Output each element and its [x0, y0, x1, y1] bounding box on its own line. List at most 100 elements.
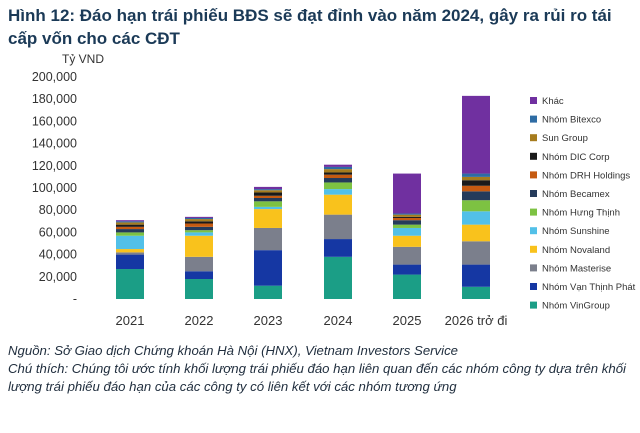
- x-tick-label: 2026 trở đi: [445, 313, 508, 328]
- stacked-bar-chart: Tỷ VND - 20,000 40,000 60,000 80,000 100,000 12…: [32, 52, 636, 328]
- bar-segment: [462, 95, 490, 174]
- bar-segment: [254, 192, 282, 196]
- note-text: Chú thích: Chúng tôi ước tính khối lượng…: [8, 361, 626, 394]
- bar-segment: [116, 222, 144, 225]
- bar-segment: [393, 235, 421, 247]
- bar-segment: [254, 209, 282, 228]
- bar-segment: [393, 216, 421, 218]
- bar-segment: [254, 195, 282, 198]
- y-tick-label: 200,000: [32, 70, 77, 84]
- bar-segment: [393, 213, 421, 215]
- y-tick-label: 100,000: [32, 181, 77, 195]
- bar-segment: [462, 191, 490, 201]
- y-tick-label: 160,000: [32, 114, 77, 128]
- legend-label: Khác: [542, 96, 564, 107]
- y-tick-label: -: [73, 292, 77, 306]
- bar-segment: [116, 269, 144, 299]
- y-tick-label: 180,000: [32, 92, 77, 106]
- bar-segment: [462, 176, 490, 181]
- bar-segment: [254, 206, 282, 210]
- bar-segment: [462, 211, 490, 225]
- figure-notes: Nguồn: Sở Giao dịch Chứng khoán Hà Nội (…: [8, 342, 633, 396]
- bar-segment: [324, 164, 352, 167]
- bar-segment: [393, 217, 421, 221]
- bar-segment: [185, 256, 213, 272]
- bar-segment: [116, 229, 144, 233]
- legend-swatch: [530, 134, 537, 142]
- legend-swatch: [530, 264, 537, 272]
- bar-segment: [324, 189, 352, 195]
- bar-segment: [116, 226, 144, 230]
- x-tick-label: 2023: [254, 313, 283, 328]
- bar-segment: [324, 239, 352, 257]
- bar-segment: [324, 182, 352, 190]
- legend-swatch: [530, 208, 537, 216]
- bar-segment: [462, 173, 490, 177]
- bar-segment: [324, 174, 352, 179]
- legend-label: Nhóm Masterise: [542, 263, 611, 274]
- bar-segment: [254, 190, 282, 193]
- bar-segment: [116, 221, 144, 223]
- bar-segment: [185, 230, 213, 233]
- bar-segment: [324, 194, 352, 215]
- bar-segment: [185, 221, 213, 224]
- y-tick-label: 140,000: [32, 137, 77, 151]
- bar-segment: [462, 241, 490, 265]
- bar-segment: [324, 178, 352, 183]
- bar-segment: [393, 224, 421, 228]
- bar-segment: [254, 285, 282, 299]
- bar-segment: [116, 249, 144, 253]
- legend-label: Nhóm Sunshine: [542, 226, 610, 237]
- bar-segment: [254, 227, 282, 251]
- bar-segment: [393, 227, 421, 236]
- bar-segment: [254, 197, 282, 202]
- bar-segment: [116, 235, 144, 250]
- legend-swatch: [530, 283, 537, 290]
- x-tick-label: 2022: [185, 313, 214, 328]
- legend-label: Nhóm DIC Corp: [542, 152, 610, 163]
- x-tick-label: 2025: [393, 313, 422, 328]
- y-tick-label: 60,000: [39, 225, 77, 239]
- legend-swatch: [530, 245, 537, 253]
- legend-label: Nhóm Becamex: [542, 189, 610, 200]
- bar-segment: [324, 256, 352, 299]
- legend-swatch: [530, 152, 537, 160]
- bar-segment: [254, 186, 282, 190]
- legend-label: Nhóm Vạn Thịnh Phát: [542, 282, 636, 293]
- bar-segment: [462, 286, 490, 299]
- x-tick-label: 2024: [324, 313, 353, 328]
- bar-segment: [185, 219, 213, 222]
- legend-label: Nhóm DRH Holdings: [542, 170, 630, 181]
- bar-segment: [185, 279, 213, 299]
- legend-swatch: [530, 115, 537, 123]
- bar-segment: [185, 223, 213, 227]
- bar-segment: [462, 200, 490, 212]
- bar-segment: [185, 235, 213, 257]
- legend-swatch: [530, 190, 537, 197]
- bar-segment: [254, 250, 282, 286]
- figure-title: Hình 12: Đáo hạn trái phiếu BĐS sẽ đạt đ…: [8, 6, 612, 48]
- bar-segment: [254, 189, 282, 191]
- bar-segment: [185, 216, 213, 218]
- bar-segment: [116, 224, 144, 227]
- bar-segment: [393, 220, 421, 225]
- legend-swatch: [530, 301, 537, 309]
- source-text: Nguồn: Sở Giao dịch Chứng khoán Hà Nội (…: [8, 343, 459, 358]
- x-tick-label: 2021: [116, 313, 145, 328]
- y-tick-label: 20,000: [39, 270, 77, 284]
- bar-segment: [393, 214, 421, 217]
- bar-segment: [393, 264, 421, 275]
- bar-segment: [185, 217, 213, 220]
- bar-segment: [393, 274, 421, 299]
- legend-swatch: [530, 171, 537, 179]
- bar-segment: [462, 264, 490, 287]
- bar-segment: [393, 246, 421, 265]
- bar-segment: [185, 226, 213, 231]
- bar-segment: [462, 185, 490, 192]
- bar-segment: [116, 254, 144, 270]
- bar-segment: [324, 166, 352, 170]
- bar-segment: [324, 169, 352, 173]
- bar-segment: [324, 214, 352, 240]
- legend-label: Nhóm Bitexco: [542, 115, 601, 126]
- bar-segment: [462, 224, 490, 242]
